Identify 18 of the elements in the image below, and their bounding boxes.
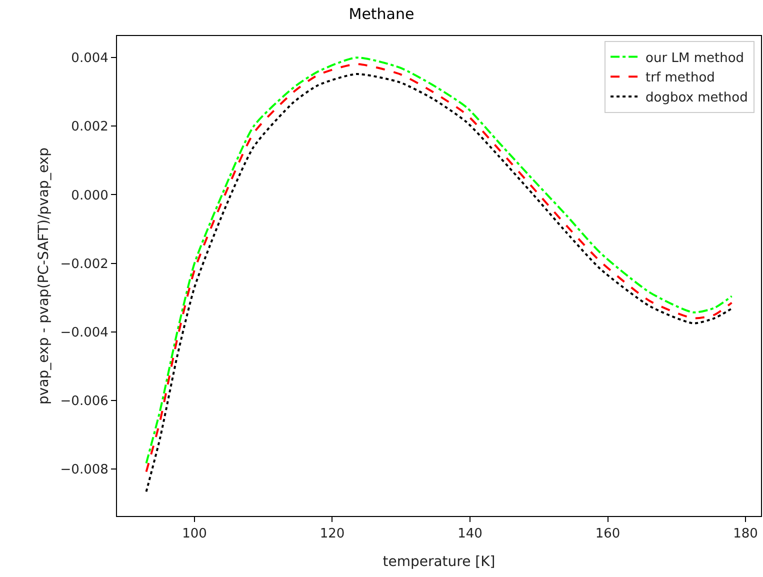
x-tick-label: 100 xyxy=(182,526,207,542)
x-tick-label: 160 xyxy=(595,526,620,542)
y-tick-label: −0.008 xyxy=(60,462,108,478)
y-axis-title: pvap_exp - pvap(PC-SAFT)/pvap_exp xyxy=(36,147,52,404)
y-tick-label: 0.000 xyxy=(71,188,108,204)
y-tick-label: 0.002 xyxy=(71,120,108,135)
legend-label: our LM method xyxy=(646,50,744,66)
x-tick-label: 180 xyxy=(733,526,758,542)
y-tick-label: −0.006 xyxy=(60,394,108,410)
legend-label: dogbox method xyxy=(646,90,748,106)
y-tick-label: 0.004 xyxy=(71,51,108,66)
x-tick-label: 140 xyxy=(458,526,482,542)
legend-label: trf method xyxy=(646,70,715,86)
x-axis-title: temperature [K] xyxy=(382,554,496,570)
y-tick-label: −0.002 xyxy=(60,256,108,272)
chart-title: Methane xyxy=(348,5,414,24)
x-tick-label: 120 xyxy=(320,526,345,542)
y-tick-label: −0.004 xyxy=(60,325,108,340)
